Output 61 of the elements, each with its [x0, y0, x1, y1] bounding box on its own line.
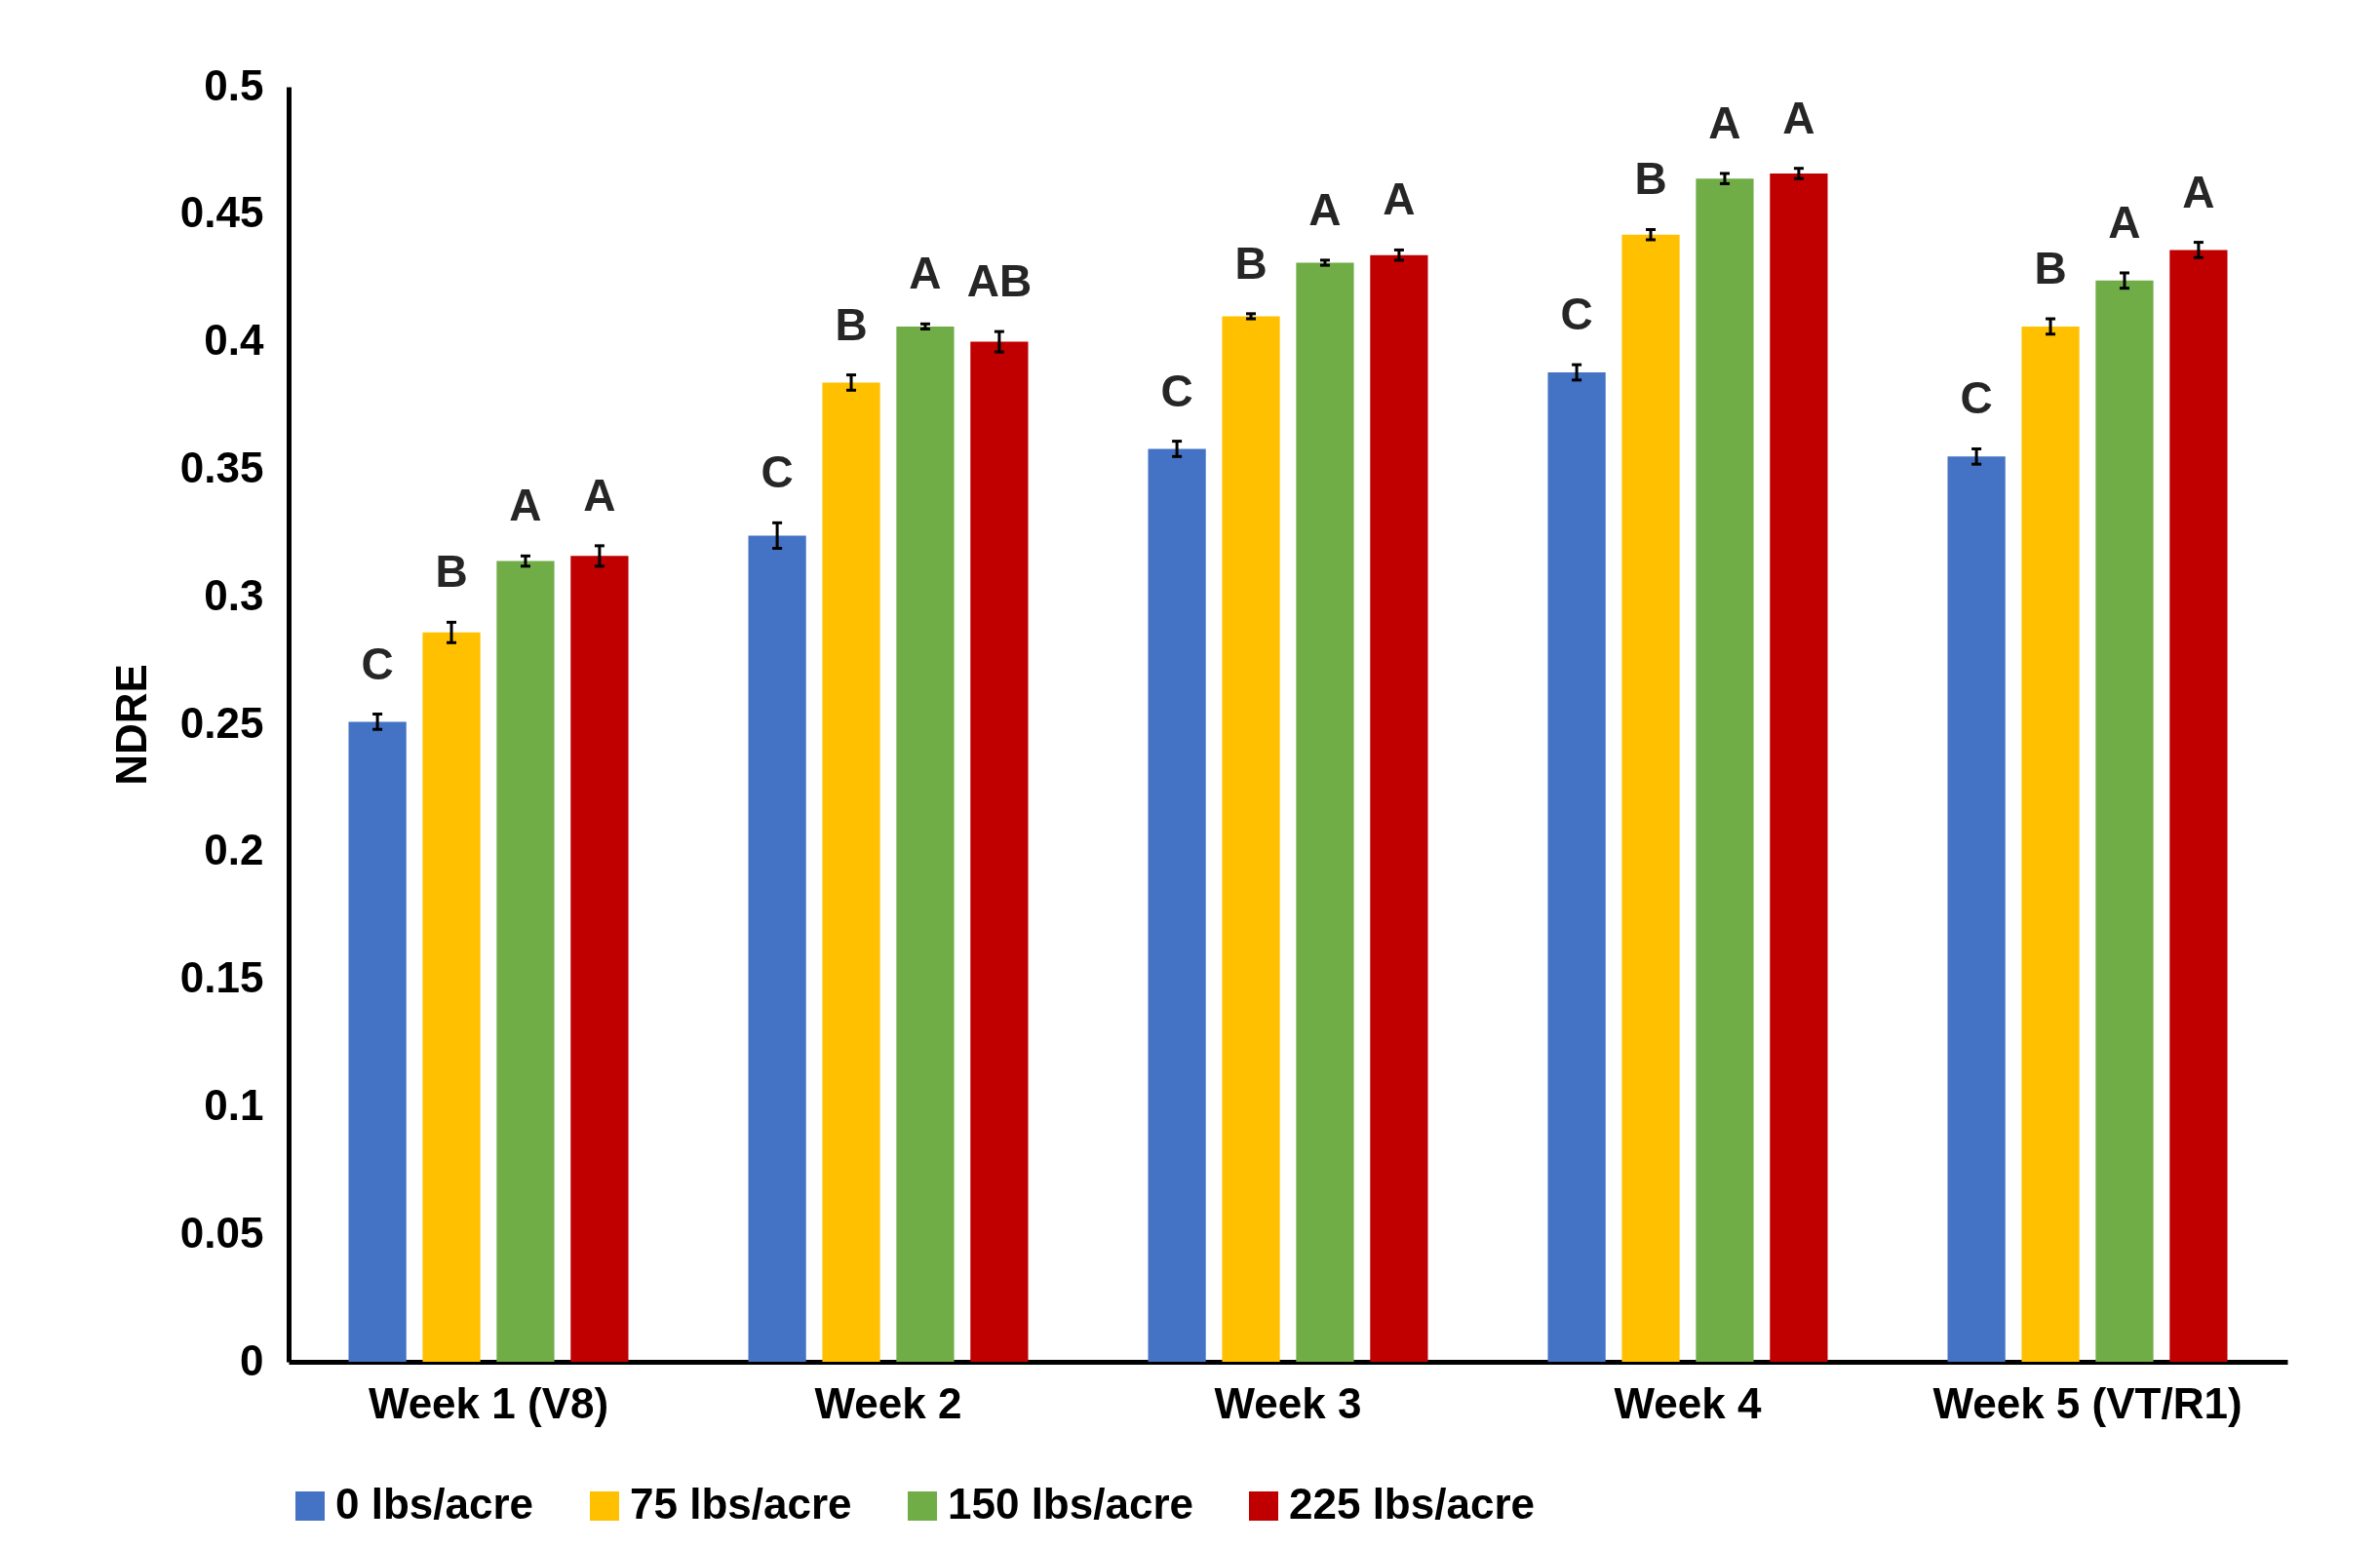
y-tick-label: 0.05	[179, 1208, 264, 1257]
bar	[2095, 280, 2154, 1362]
y-tick-label: 0.1	[204, 1080, 264, 1129]
data-label: A	[1308, 183, 1342, 235]
bar	[1222, 316, 1280, 1362]
x-tick-label: Week 1 (V8)	[368, 1378, 609, 1427]
x-tick-label: Week 5 (VT/R1)	[1932, 1378, 2243, 1427]
x-tick-label: Week 2	[814, 1378, 962, 1427]
y-tick-label: 0.3	[204, 570, 264, 619]
bar	[496, 561, 555, 1362]
bar	[1770, 173, 1828, 1362]
legend-label: 75 lbs/acre	[630, 1480, 852, 1528]
legend-label: 0 lbs/acre	[335, 1480, 534, 1528]
legend-label: 225 lbs/acre	[1289, 1480, 1535, 1528]
y-axis-title: NDRE	[106, 664, 155, 786]
y-tick-label: 0	[240, 1335, 264, 1384]
data-label: A	[1708, 97, 1741, 148]
data-label: B	[1234, 237, 1268, 289]
bar	[422, 632, 481, 1362]
bar	[2169, 250, 2228, 1362]
x-tick-label: Week 4	[1614, 1378, 1762, 1427]
bar	[822, 382, 880, 1362]
bar	[1148, 448, 1206, 1362]
bar	[896, 326, 955, 1362]
bar	[1547, 371, 1606, 1362]
data-label: C	[1160, 365, 1193, 416]
y-tick-label: 0.35	[179, 443, 264, 491]
y-tick-label: 0.45	[179, 188, 264, 237]
data-label: C	[361, 638, 394, 689]
data-label: C	[1560, 289, 1593, 340]
legend-label: 150 lbs/acre	[948, 1480, 1193, 1528]
y-tick-label: 0.4	[204, 316, 265, 365]
x-tick-label: Week 3	[1214, 1378, 1362, 1427]
bar	[1370, 254, 1428, 1362]
bar	[748, 535, 806, 1362]
bar	[1296, 262, 1354, 1362]
bar	[1621, 234, 1680, 1362]
bar	[2021, 326, 2080, 1362]
data-label: A	[583, 469, 616, 521]
data-label: A	[909, 248, 942, 299]
y-tick-label: 0.25	[179, 698, 264, 747]
bar	[1947, 456, 2006, 1362]
data-label: A	[1782, 92, 1815, 143]
data-label: B	[835, 298, 868, 350]
y-tick-label: 0.5	[204, 60, 264, 109]
data-label: A	[2182, 166, 2215, 217]
bar	[970, 341, 1029, 1362]
bar	[1696, 178, 1754, 1362]
data-label: A	[1383, 174, 1416, 225]
bar	[348, 721, 407, 1362]
data-label: C	[761, 446, 794, 498]
y-tick-label: 0.15	[179, 953, 264, 1002]
data-label: B	[2034, 243, 2067, 294]
data-label: A	[2108, 196, 2141, 248]
data-label: C	[1960, 372, 1993, 424]
data-label: B	[1634, 153, 1667, 205]
data-label: AB	[966, 255, 1033, 307]
data-label: A	[509, 480, 542, 531]
y-tick-label: 0.2	[204, 826, 264, 874]
bar	[570, 556, 629, 1362]
data-label: B	[435, 546, 468, 598]
